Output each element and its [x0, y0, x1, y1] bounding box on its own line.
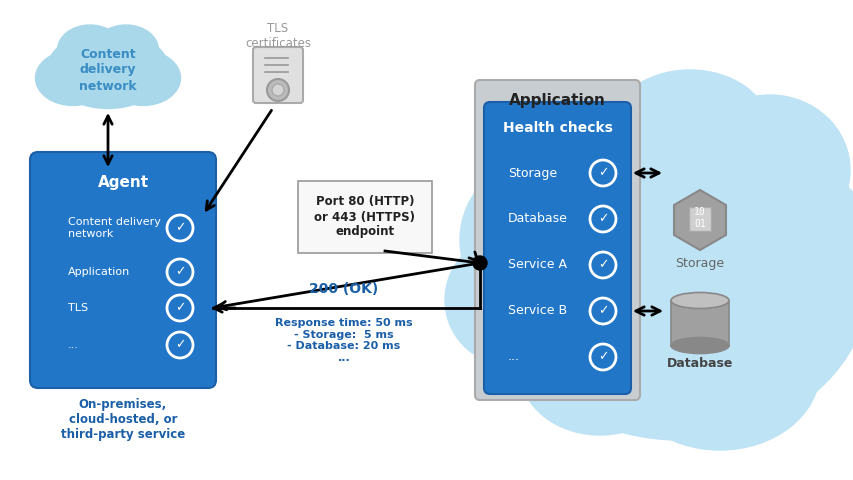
- Circle shape: [267, 79, 288, 101]
- Ellipse shape: [689, 95, 849, 245]
- Ellipse shape: [670, 292, 728, 309]
- Text: Response time: 50 ms
- Storage:  5 ms
- Database: 20 ms
...: Response time: 50 ms - Storage: 5 ms - D…: [275, 318, 412, 363]
- Ellipse shape: [93, 25, 159, 75]
- Ellipse shape: [444, 235, 574, 365]
- FancyBboxPatch shape: [484, 102, 630, 394]
- Text: Content delivery
network: Content delivery network: [68, 217, 160, 239]
- FancyBboxPatch shape: [30, 152, 216, 388]
- Ellipse shape: [525, 95, 674, 215]
- Text: On-premises,
cloud-hosted, or
third-party service: On-premises, cloud-hosted, or third-part…: [61, 398, 185, 441]
- Ellipse shape: [460, 150, 659, 330]
- Text: ✓: ✓: [597, 259, 607, 272]
- Text: Database: Database: [508, 213, 567, 226]
- Text: Content
delivery
network: Content delivery network: [79, 48, 136, 93]
- Ellipse shape: [57, 25, 122, 75]
- Text: Database: Database: [666, 357, 733, 370]
- Ellipse shape: [63, 63, 153, 108]
- Text: TLS
certificates: TLS certificates: [245, 22, 310, 50]
- Text: ✓: ✓: [175, 221, 185, 235]
- Polygon shape: [673, 190, 725, 250]
- Ellipse shape: [609, 70, 769, 190]
- Ellipse shape: [36, 50, 110, 106]
- Text: Service A: Service A: [508, 259, 566, 272]
- Ellipse shape: [490, 120, 853, 440]
- Text: ✓: ✓: [175, 301, 185, 314]
- Text: ✓: ✓: [597, 167, 607, 180]
- FancyBboxPatch shape: [474, 80, 639, 400]
- Text: TLS: TLS: [68, 303, 88, 313]
- Ellipse shape: [48, 31, 168, 106]
- Text: ✓: ✓: [175, 338, 185, 351]
- Text: Service B: Service B: [508, 304, 566, 317]
- Text: ✓: ✓: [175, 265, 185, 278]
- Text: Storage: Storage: [508, 167, 556, 180]
- Ellipse shape: [619, 290, 819, 450]
- Text: ...: ...: [68, 340, 78, 350]
- Text: ✓: ✓: [597, 350, 607, 363]
- Text: ✓: ✓: [597, 213, 607, 226]
- Bar: [670, 300, 728, 346]
- Ellipse shape: [106, 50, 180, 106]
- Ellipse shape: [670, 337, 728, 353]
- Text: ...: ...: [508, 350, 519, 363]
- Text: Health checks: Health checks: [502, 121, 612, 135]
- Text: Agent: Agent: [97, 175, 148, 190]
- Circle shape: [473, 256, 486, 270]
- FancyBboxPatch shape: [298, 181, 432, 253]
- Ellipse shape: [744, 170, 853, 350]
- Text: 200 (OK): 200 (OK): [309, 282, 378, 296]
- Ellipse shape: [519, 305, 679, 435]
- Text: ✓: ✓: [597, 304, 607, 317]
- Text: Storage: Storage: [675, 257, 723, 271]
- Text: Application: Application: [508, 94, 606, 108]
- Circle shape: [272, 84, 284, 96]
- Ellipse shape: [479, 135, 600, 245]
- FancyBboxPatch shape: [688, 207, 711, 231]
- Text: Application: Application: [68, 267, 131, 277]
- Text: 10
01: 10 01: [693, 207, 705, 229]
- Text: Port 80 (HTTP)
or 443 (HTTPS)
endpoint: Port 80 (HTTP) or 443 (HTTPS) endpoint: [314, 195, 415, 239]
- FancyBboxPatch shape: [252, 47, 303, 103]
